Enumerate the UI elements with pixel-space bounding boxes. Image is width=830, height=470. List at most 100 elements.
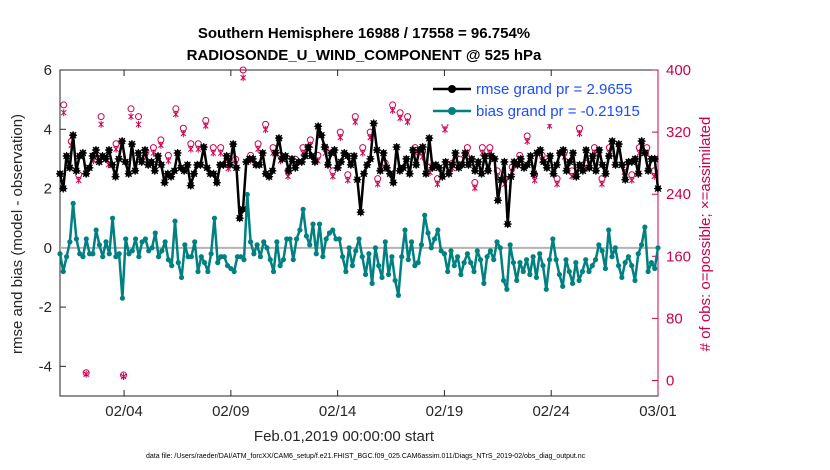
rmse-point-ray — [213, 179, 221, 187]
rmse-point-ray — [422, 170, 430, 178]
bias-point — [395, 292, 402, 298]
rmse-point-ray — [337, 158, 345, 166]
rmse-point — [118, 137, 127, 146]
rmse-point-ray — [419, 143, 427, 151]
rmse-point — [209, 169, 218, 178]
rmse-point-ray — [546, 152, 554, 160]
bias-point — [80, 254, 86, 260]
rmse-point — [225, 160, 234, 169]
rmse-point — [167, 172, 176, 181]
rmse-point-ray — [69, 131, 77, 139]
rmse-point-ray — [324, 161, 332, 169]
obs-possible-marker — [134, 113, 142, 121]
legend: rmse grand pr = 2.9655 bias grand pr = -… — [428, 76, 656, 124]
rmse-point — [604, 151, 613, 160]
rmse-point-ray — [314, 122, 322, 130]
y-tick-right-label: 80 — [666, 310, 683, 327]
bias-point — [195, 268, 201, 275]
rmse-point — [82, 169, 91, 178]
legend-bias-label: bias grand pr = -0.21915 — [476, 103, 640, 120]
rmse-point — [382, 163, 391, 172]
bias-point — [310, 221, 316, 227]
rmse-point — [346, 160, 355, 169]
rmse-point — [304, 143, 313, 152]
footnote: data file: /Users/raeder/DAI/ATM_forcXX/… — [146, 453, 586, 460]
rmse-point-ray — [304, 143, 312, 151]
x-tick-label: 02/04 — [105, 403, 143, 420]
rmse-point — [598, 160, 607, 169]
rmse-point-ray — [233, 164, 240, 172]
bias-point — [431, 236, 438, 242]
rmse-series — [56, 119, 662, 229]
obs-assimilated-marker — [173, 110, 179, 118]
bias-point — [231, 268, 237, 275]
rmse-point — [91, 146, 100, 155]
rmse-point — [493, 196, 502, 205]
obs-assimilated-marker — [262, 126, 269, 134]
y-tick-right-label: 160 — [666, 248, 691, 265]
rmse-point — [614, 140, 623, 149]
bias-point — [418, 242, 425, 248]
rmse-point-ray — [494, 196, 502, 204]
chart-title: Southern Hemisphere 16988 / 17558 = 96.7… — [198, 25, 530, 42]
rmse-point-ray — [272, 149, 280, 157]
rmse-point-ray — [406, 170, 414, 178]
obs-possible-marker — [60, 101, 68, 109]
bias-point — [586, 268, 592, 275]
rmse-point — [637, 137, 646, 146]
rmse-point-ray — [651, 155, 659, 163]
obs-assimilated-marker — [599, 180, 605, 188]
rmse-point — [359, 169, 368, 178]
rmse-point-ray — [471, 167, 479, 175]
rmse-point-ray — [334, 164, 342, 172]
bias-point — [149, 245, 155, 251]
rmse-point — [467, 154, 476, 163]
rmse-point — [399, 163, 408, 172]
bias-point — [540, 263, 546, 269]
bias-point — [487, 248, 494, 254]
rmse-point-ray — [373, 146, 381, 154]
bias-point — [280, 257, 287, 263]
bias-series — [57, 191, 661, 301]
rmse-point — [147, 157, 156, 166]
rmse-point-ray — [654, 185, 662, 192]
x-tick-label: 02/09 — [212, 403, 250, 420]
bias-point — [625, 254, 632, 260]
rmse-point — [631, 154, 640, 163]
rmse-point-ray — [350, 152, 358, 160]
rmse-point-ray — [360, 170, 368, 178]
rmse-point — [392, 143, 401, 152]
bias-point — [169, 263, 175, 269]
bias-point — [474, 248, 480, 254]
bias-point — [323, 236, 329, 242]
bias-point — [389, 254, 395, 260]
rmse-point-ray — [311, 158, 319, 166]
rmse-point-ray — [236, 214, 244, 222]
rmse-point — [506, 172, 515, 181]
rmse-point — [441, 157, 450, 166]
rmse-point — [634, 169, 643, 178]
obs-assimilated-marker — [404, 118, 411, 126]
rmse-point-ray — [465, 161, 472, 169]
rmse-point-ray — [481, 152, 489, 160]
obs-assimilated-marker — [113, 145, 119, 153]
rmse-point-ray — [331, 146, 338, 154]
bias-point — [290, 257, 296, 263]
bias-point — [313, 251, 319, 257]
rmse-point-ray — [219, 161, 227, 169]
y-tick-right-label: 320 — [666, 124, 691, 141]
bias-point — [152, 230, 158, 236]
bias-point — [454, 254, 461, 260]
bias-point — [592, 257, 599, 263]
bias-point — [359, 254, 365, 260]
bias-point — [602, 265, 609, 272]
bias-point — [468, 260, 474, 266]
rmse-point — [314, 122, 323, 131]
rmse-point-ray — [500, 158, 508, 166]
rmse-point — [621, 175, 630, 184]
bias-point — [251, 251, 257, 257]
rmse-point — [546, 151, 555, 160]
rmse-point — [464, 160, 473, 169]
bias-point — [96, 242, 103, 248]
bias-point — [546, 257, 553, 263]
